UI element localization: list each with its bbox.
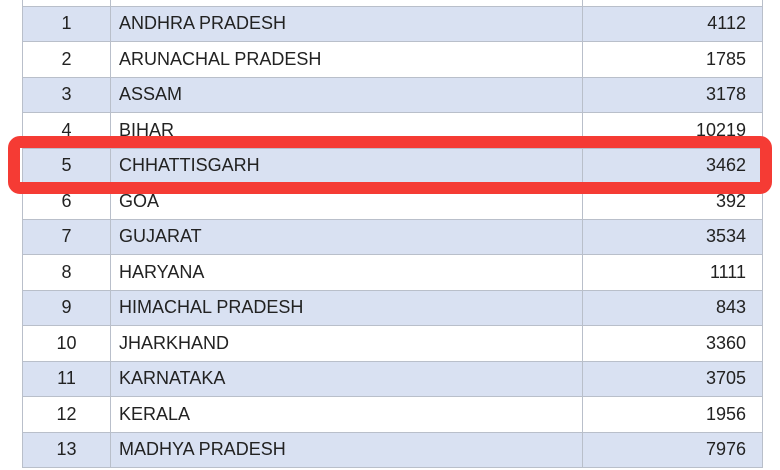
value-cell: 3534 <box>582 218 763 255</box>
value-cell: 4112 <box>582 5 763 42</box>
value-cell: 3360 <box>582 325 763 362</box>
table-row: 9 HIMACHAL PRADESH 843 <box>22 289 763 326</box>
value-cell: 3462 <box>582 147 763 184</box>
serial-number-cell: 1 <box>22 5 111 42</box>
table-row: 12 KERALA 1956 <box>22 396 763 433</box>
value-cell: 3178 <box>582 76 763 113</box>
state-name-cell: GUJARAT <box>110 218 583 255</box>
table-row: 11 KARNATAKA 3705 <box>22 360 763 397</box>
value-cell: 1111 <box>582 254 763 291</box>
serial-number-cell: 7 <box>22 218 111 255</box>
state-name-cell: ARUNACHAL PRADESH <box>110 41 583 78</box>
table-row: 8 HARYANA 1111 <box>22 254 763 291</box>
table-row: 5 CHHATTISGARH 3462 <box>22 147 763 184</box>
table-row: 13 MADHYA PRADESH 7976 <box>22 431 763 468</box>
table-row: 7 GUJARAT 3534 <box>22 218 763 255</box>
state-table: 1 ANDHRA PRADESH 4112 2 ARUNACHAL PRADESH 178… <box>22 0 763 468</box>
serial-number-cell: 10 <box>22 325 111 362</box>
serial-number-cell: 8 <box>22 254 111 291</box>
value-cell: 843 <box>582 289 763 326</box>
table-row: 1 ANDHRA PRADESH 4112 <box>22 5 763 42</box>
state-name-cell: HIMACHAL PRADESH <box>110 289 583 326</box>
serial-number-cell: 2 <box>22 41 111 78</box>
table-row: 10 JHARKHAND 3360 <box>22 325 763 362</box>
state-name-cell: HARYANA <box>110 254 583 291</box>
value-cell: 3705 <box>582 360 763 397</box>
value-cell: 1785 <box>582 41 763 78</box>
state-name-cell: ASSAM <box>110 76 583 113</box>
state-name-cell: ANDHRA PRADESH <box>110 5 583 42</box>
serial-number-cell: 12 <box>22 396 111 433</box>
highlight-box <box>8 136 772 194</box>
state-name-cell: KARNATAKA <box>110 360 583 397</box>
value-cell: 7976 <box>582 431 763 468</box>
state-name-cell: KERALA <box>110 396 583 433</box>
state-name-cell: MADHYA PRADESH <box>110 431 583 468</box>
table-row: 2 ARUNACHAL PRADESH 1785 <box>22 41 763 78</box>
value-cell: 1956 <box>582 396 763 433</box>
serial-number-cell: 3 <box>22 76 111 113</box>
state-name-cell: JHARKHAND <box>110 325 583 362</box>
state-name-cell: CHHATTISGARH <box>110 147 583 184</box>
table-row: 3 ASSAM 3178 <box>22 76 763 113</box>
serial-number-cell: 11 <box>22 360 111 397</box>
serial-number-cell: 9 <box>22 289 111 326</box>
serial-number-cell: 13 <box>22 431 111 468</box>
